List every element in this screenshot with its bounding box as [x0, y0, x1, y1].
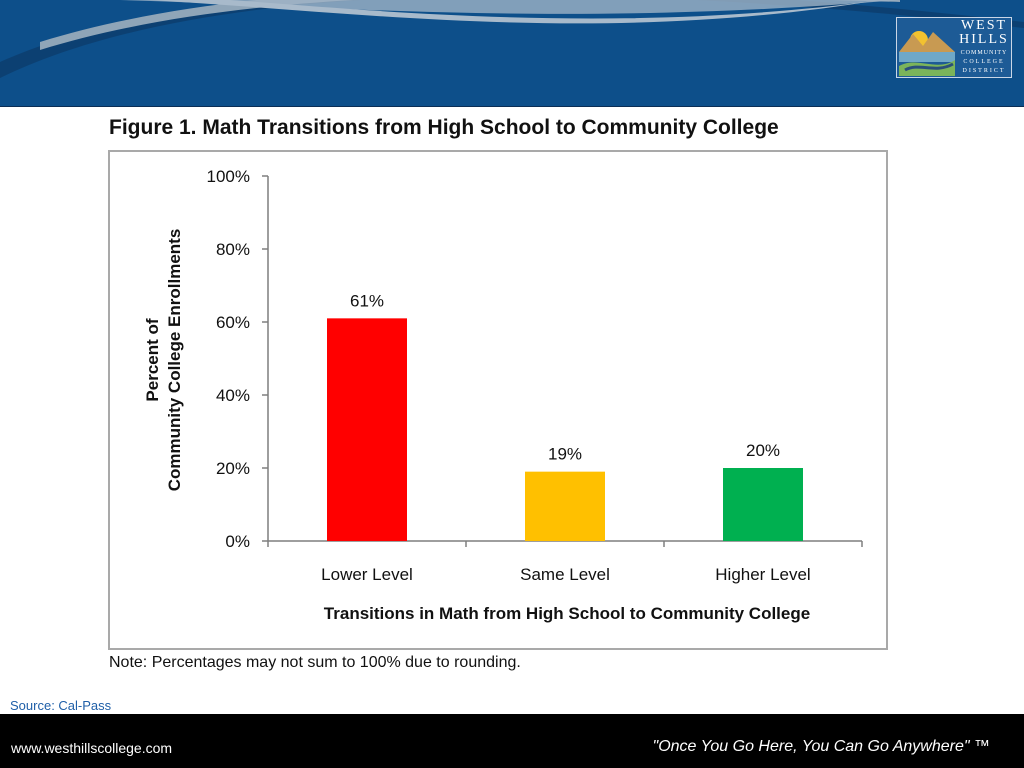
data-label: 20% — [746, 441, 780, 460]
header-banner: WEST HILLS COMMUNITY COLLEGE DISTRICT — [0, 0, 1024, 107]
source-credit: Source: Cal-Pass — [10, 698, 112, 713]
x-category-label: Same Level — [520, 565, 610, 584]
logo-line-1: WEST — [960, 18, 1008, 33]
y-tick-label: 60% — [216, 313, 250, 332]
x-category-label: Higher Level — [715, 565, 810, 584]
bar-lower-level — [327, 318, 407, 541]
y-tick-label: 20% — [216, 459, 250, 478]
bar-same-level — [525, 471, 605, 541]
y-axis-title-line-1: Percent of — [143, 318, 162, 401]
west-hills-logo[interactable]: WEST HILLS COMMUNITY COLLEGE DISTRICT — [896, 17, 1012, 78]
y-tick-label: 80% — [216, 240, 250, 259]
footer-slogan: "Once You Go Here, You Can Go Anywhere" … — [652, 738, 990, 755]
logo-line-5: DISTRICT — [962, 68, 1006, 74]
figure-title: Figure 1. Math Transitions from High Sch… — [109, 116, 779, 139]
chart-frame: 0% 20% 40% 60% 80% 100% 61% Lower Level 19% Same … — [108, 150, 888, 650]
logo-line-3: COMMUNITY — [960, 50, 1008, 56]
data-label: 19% — [548, 445, 582, 464]
data-label: 61% — [350, 291, 384, 310]
bar-chart: 0% 20% 40% 60% 80% 100% 61% Lower Level 19% Same … — [143, 167, 863, 623]
y-tick-label: 0% — [225, 532, 250, 551]
y-tick-label: 100% — [207, 167, 250, 186]
x-category-label: Lower Level — [321, 565, 413, 584]
logo-line-2: HILLS — [959, 32, 1009, 47]
footer-bar: www.westhillscollege.com "Once You Go He… — [0, 714, 1024, 768]
chart-note: Note: Percentages may not sum to 100% du… — [109, 654, 521, 671]
website-link[interactable]: www.westhillscollege.com — [11, 740, 173, 756]
y-tick-label: 40% — [216, 386, 250, 405]
header-swoosh — [0, 0, 1024, 78]
x-axis-title: Transitions in Math from High School to … — [324, 604, 810, 623]
logo-emblem-icon — [899, 20, 955, 76]
y-axis-title-line-2: Community College Enrollments — [165, 229, 184, 492]
logo-line-4: COLLEGE — [963, 59, 1005, 65]
bar-higher-level — [723, 468, 803, 541]
